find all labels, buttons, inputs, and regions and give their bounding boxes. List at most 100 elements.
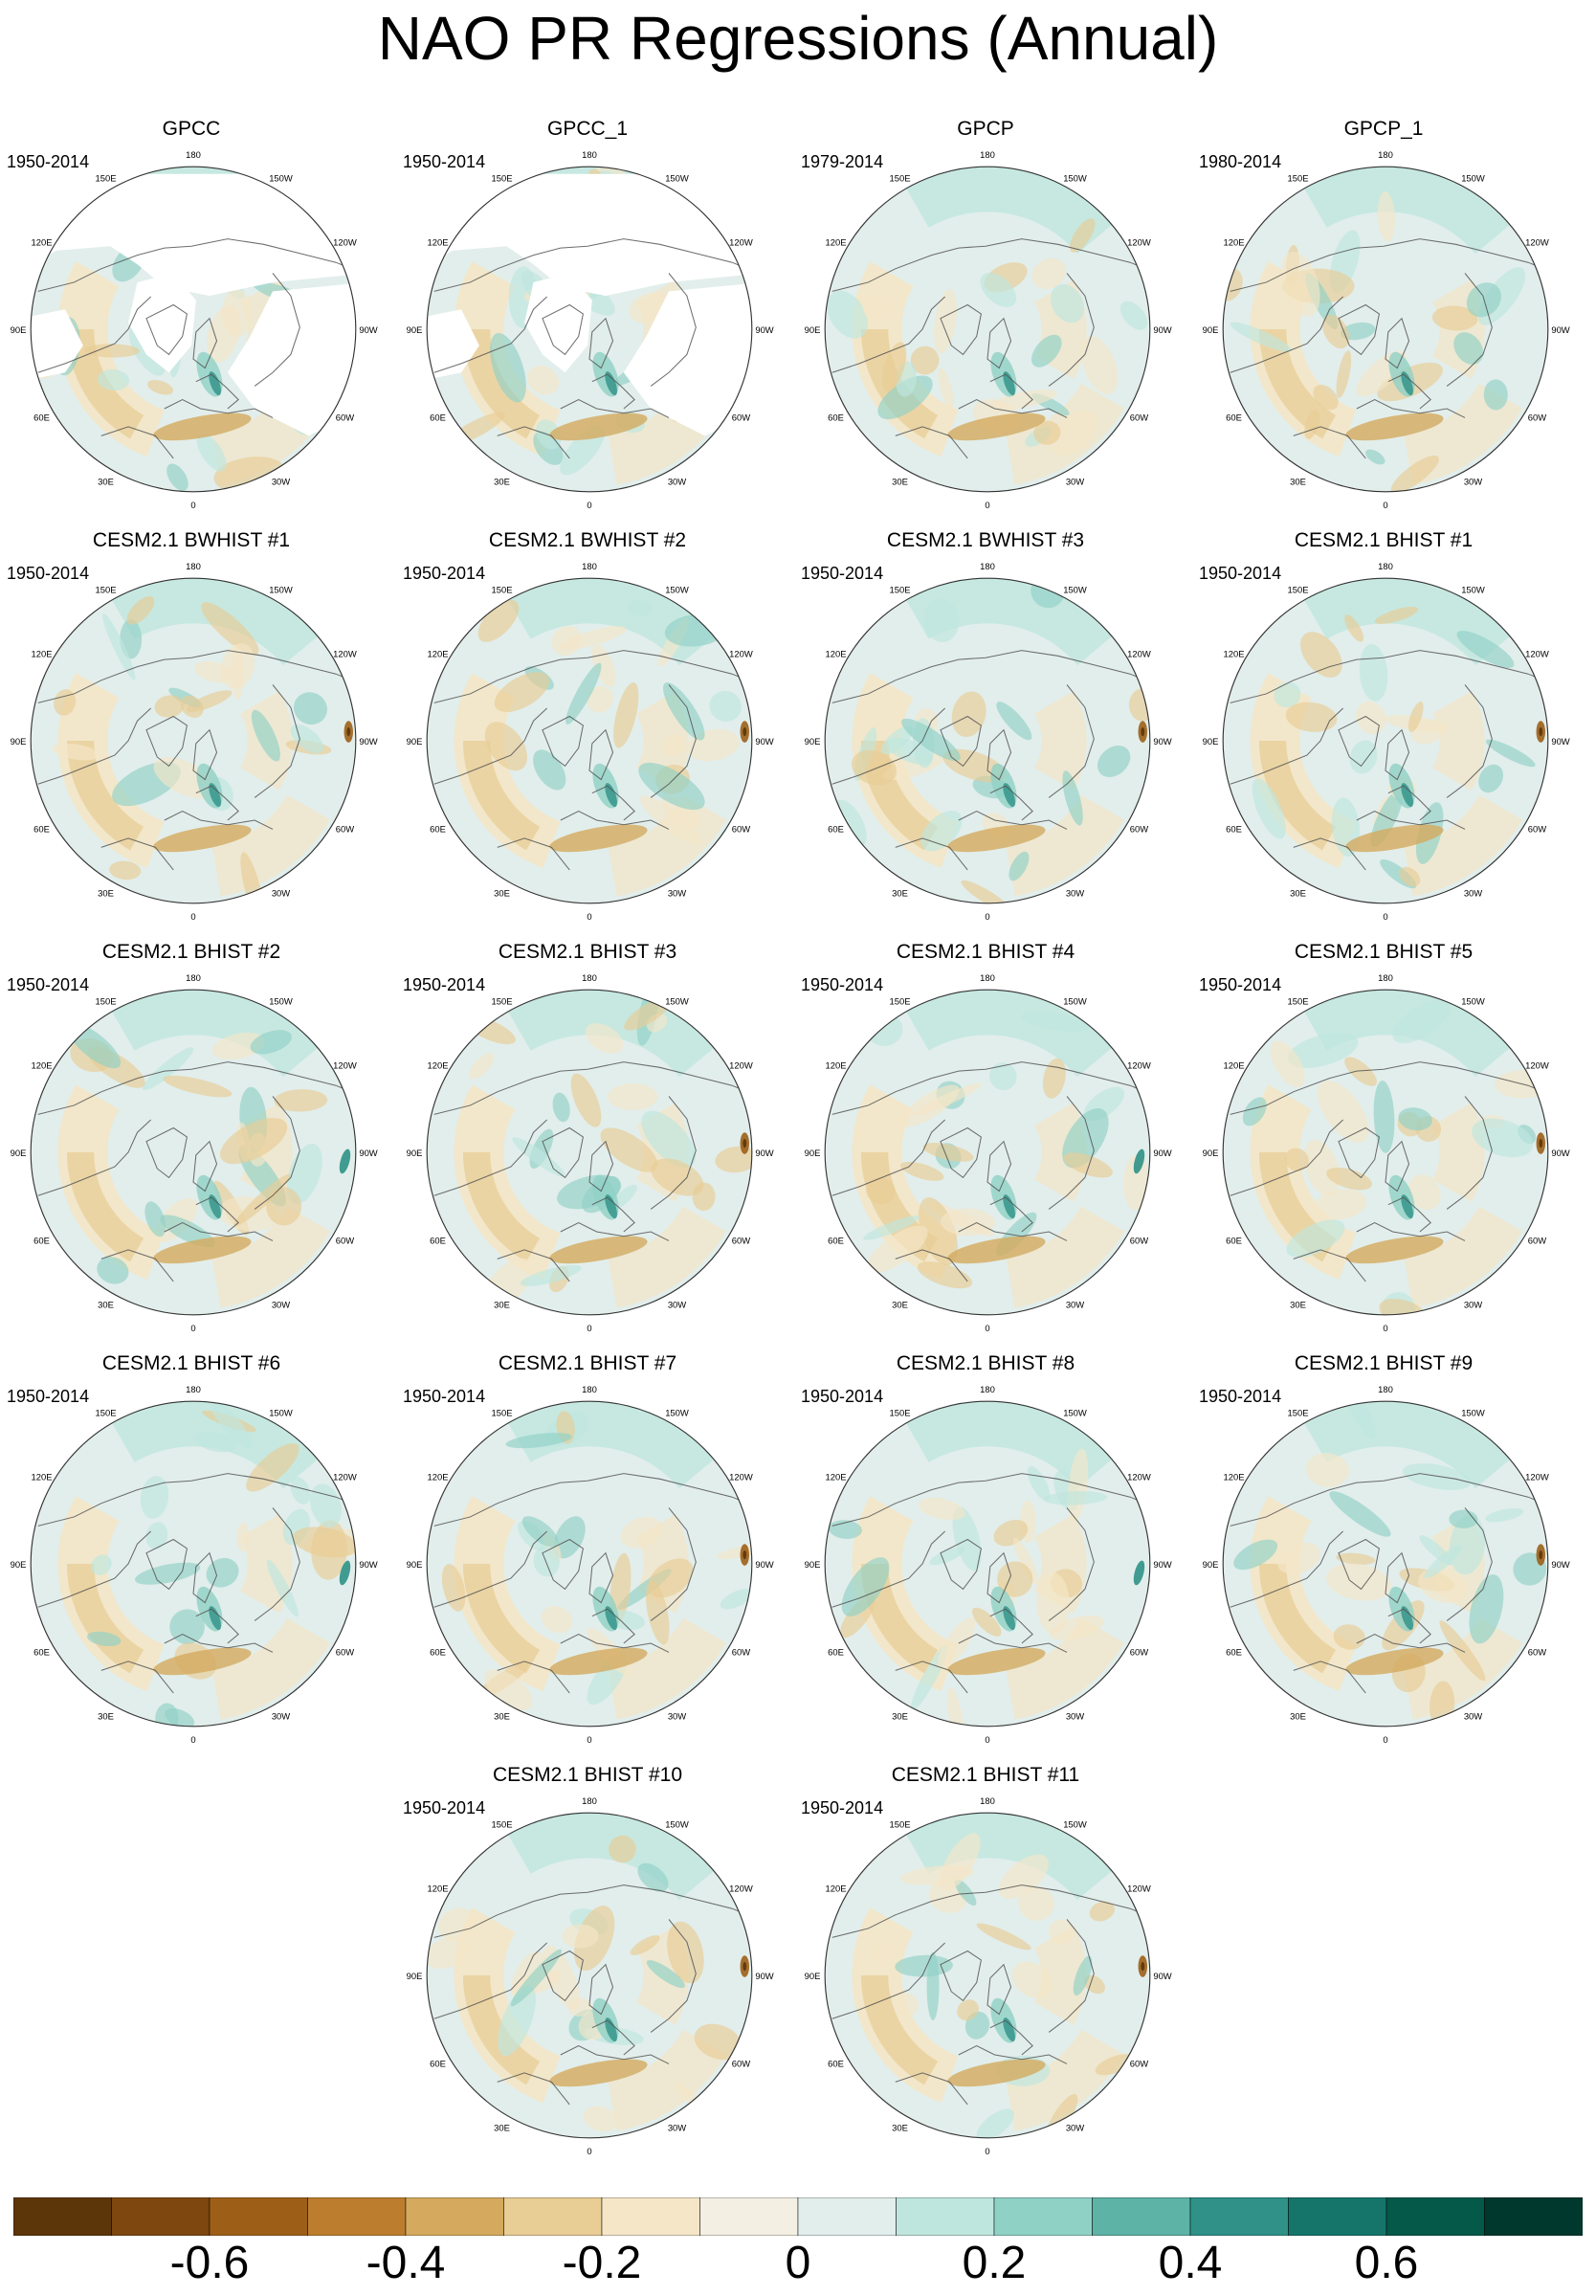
longitude-label: 90W — [755, 1971, 773, 1981]
longitude-label: 150E — [95, 584, 116, 594]
polar-map: 180 150E 120E 90E 60E 30E 0 30W 60W 90W 120W 150W — [407, 1384, 774, 1745]
longitude-label: 150E — [491, 995, 512, 1006]
panel-title: GPCP — [957, 118, 1014, 140]
longitude-label: 30W — [1066, 887, 1084, 898]
longitude-label: 60W — [1130, 2058, 1148, 2068]
longitude-label: 120E — [427, 1059, 448, 1070]
longitude-label: 30E — [892, 476, 908, 486]
longitude-label: 0 — [1383, 500, 1387, 510]
polar-map: 180 150E 120E 90E 60E 30E 0 30W 60W 90W 120W 150W — [805, 561, 1172, 922]
panel-title: CESM2.1 BWHIST #3 — [886, 529, 1085, 551]
panel-period: 1950-2014 — [801, 564, 884, 583]
panel-period: 1979-2014 — [801, 152, 884, 171]
map-panel: CESM2.1 BHIST #10 1950-2014 180 150E 120E 90E… — [396, 1763, 779, 2165]
longitude-label: 60E — [430, 1235, 446, 1245]
longitude-label: 120W — [729, 648, 753, 658]
longitude-label: 120E — [31, 236, 52, 247]
longitude-label: 90W — [1551, 1559, 1569, 1570]
colorbar-swatch — [405, 2197, 504, 2236]
longitude-label: 150W — [1063, 584, 1087, 594]
longitude-label: 30E — [98, 887, 114, 898]
polar-map: 180 150E 120E 90E 60E 30E 0 30W 60W 90W 120W 150W — [407, 972, 774, 1333]
coastlines — [433, 238, 752, 459]
longitude-label: 120E — [825, 1059, 846, 1070]
colorbar — [13, 2197, 1583, 2236]
longitude-label: 90W — [755, 1148, 773, 1158]
longitude-label: 30W — [668, 2122, 686, 2132]
longitude-label: 30E — [494, 476, 510, 486]
panel-title: CESM2.1 BHIST #11 — [891, 1764, 1080, 1786]
longitude-label: 150E — [1287, 172, 1308, 183]
panel-period: 1950-2014 — [403, 564, 486, 583]
longitude-label: 60W — [336, 412, 354, 422]
longitude-label: 0 — [587, 500, 591, 510]
longitude-label: 150W — [269, 584, 293, 594]
map-border — [30, 989, 357, 1316]
coastlines — [433, 1061, 752, 1282]
longitude-label: 30E — [98, 476, 114, 486]
longitude-label: 150E — [889, 172, 910, 183]
polar-map: 180 150E 120E 90E 60E 30E 0 30W 60W 90W 120W 150W — [11, 561, 378, 922]
anomaly-field — [1223, 578, 1548, 903]
longitude-label: 90E — [11, 1148, 27, 1158]
longitude-label: 150E — [1287, 995, 1308, 1006]
longitude-label: 60W — [336, 823, 354, 834]
longitude-label: 90W — [1551, 1148, 1569, 1158]
longitude-label: 60W — [1528, 1646, 1546, 1657]
longitude-label: 90E — [1203, 1148, 1219, 1158]
panel-period: 1980-2014 — [1199, 152, 1282, 171]
map-panel: CESM2.1 BHIST #8 1950-2014 180 150E 120E 90E 6… — [794, 1351, 1177, 1753]
panel-period: 1950-2014 — [7, 975, 90, 994]
longitude-label: 60W — [732, 412, 750, 422]
longitude-label: 150W — [1461, 584, 1485, 594]
coastlines — [831, 238, 1150, 459]
colorbar-swatch — [1092, 2197, 1191, 2236]
longitude-label: 90E — [1203, 324, 1219, 335]
longitude-label: 180 — [582, 561, 597, 571]
anomaly-field — [825, 167, 1150, 492]
longitude-label: 90E — [805, 1148, 821, 1158]
longitude-label: 180 — [582, 1384, 597, 1394]
longitude-label: 30E — [1290, 1710, 1306, 1721]
map-border — [30, 1400, 357, 1728]
longitude-label: 150W — [1461, 995, 1485, 1006]
map-panel: GPCC 1950-2014 180 150E 120E 90E 60E 30E 0 30W 60W… — [0, 117, 383, 519]
longitude-label: 30W — [272, 476, 290, 486]
longitude-label: 30W — [1066, 2122, 1084, 2132]
anomaly-field — [427, 1813, 752, 2138]
coastlines — [831, 1884, 1150, 2106]
anomaly-field — [825, 1813, 1150, 2138]
map-border — [426, 989, 753, 1316]
panel-title: CESM2.1 BHIST #4 — [896, 941, 1075, 963]
longitude-label: 0 — [1383, 1734, 1387, 1745]
longitude-label: 180 — [186, 149, 201, 160]
longitude-label: 0 — [587, 911, 591, 922]
colorbar-swatch — [503, 2197, 603, 2236]
anomaly-field — [1223, 1401, 1548, 1727]
longitude-label: 150E — [889, 995, 910, 1006]
coastlines — [831, 1061, 1150, 1282]
longitude-label: 150E — [491, 1407, 512, 1417]
coastlines — [37, 650, 356, 871]
longitude-label: 120W — [1525, 1059, 1549, 1070]
longitude-label: 60W — [732, 2058, 750, 2068]
longitude-label: 30E — [494, 1299, 510, 1309]
longitude-label: 90E — [805, 1971, 821, 1981]
longitude-label: 30E — [892, 1299, 908, 1309]
longitude-label: 60W — [1130, 1235, 1148, 1245]
longitude-label: 180 — [980, 561, 995, 571]
longitude-label: 90E — [11, 1559, 27, 1570]
map-panel: GPCP 1979-2014 180 150E 120E 90E 60E 30E 0 30W 60W… — [794, 117, 1177, 519]
longitude-label: 150W — [665, 995, 689, 1006]
longitude-label: 30W — [1464, 476, 1482, 486]
longitude-label: 150E — [889, 1407, 910, 1417]
colorbar-swatch — [699, 2197, 799, 2236]
longitude-label: 90W — [1551, 324, 1569, 335]
longitude-label: 30E — [98, 1299, 114, 1309]
map-border — [824, 1812, 1151, 2139]
longitude-label: 120E — [825, 648, 846, 658]
longitude-label: 150E — [1287, 584, 1308, 594]
longitude-label: 180 — [582, 1795, 597, 1806]
longitude-label: 120E — [1223, 1059, 1244, 1070]
coastlines — [433, 1884, 752, 2106]
